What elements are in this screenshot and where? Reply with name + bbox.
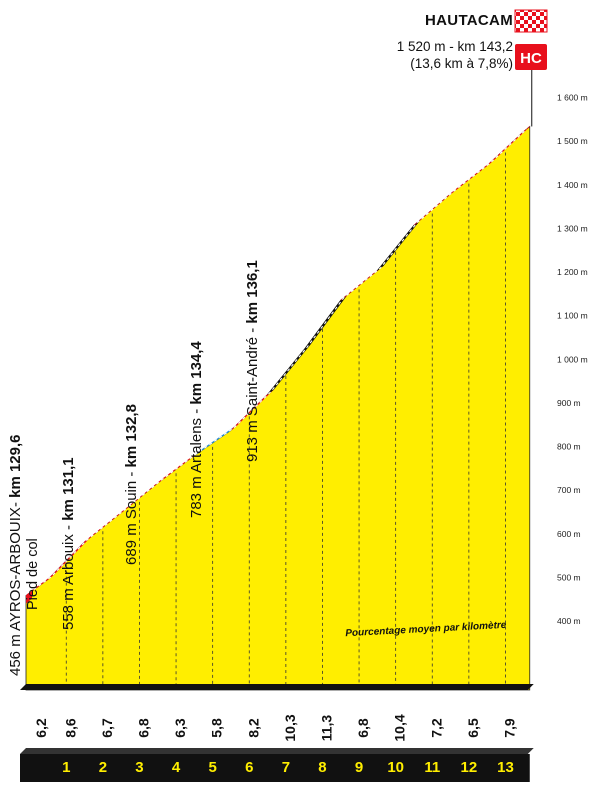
km-marker-label: 6 [245, 759, 253, 776]
gradient-label: 6,5 [465, 718, 481, 738]
km-marker-label: 12 [461, 759, 478, 776]
km-marker-label: 1 [62, 759, 70, 776]
waypoint-label: 558 m Arbouix - km 131,1 [60, 457, 77, 630]
y-tick-label: 400 m [557, 616, 581, 626]
km-marker-label: 8 [318, 759, 326, 776]
y-tick-label: 1 200 m [557, 267, 588, 277]
y-tick-label: 1 500 m [557, 136, 588, 146]
gradient-band-top [20, 684, 534, 690]
km-band-top [20, 748, 534, 754]
y-tick-label: 1 100 m [557, 311, 588, 321]
waypoint-km: km 132,8 [123, 404, 140, 467]
hc-category-label: HC [520, 50, 542, 67]
waypoint-label: 689 m Souin - km 132,8 [123, 404, 140, 565]
y-tick-label: 500 m [557, 572, 581, 582]
gradient-label: 6,8 [355, 718, 371, 738]
waypoint-label: 456 m AYROS-ARBOUIX- km 129,6 [7, 435, 24, 677]
gradient-label: 7,2 [428, 718, 444, 738]
profile-center-line [28, 128, 528, 594]
finish-flag-icon [514, 9, 548, 33]
waypoint-km: km 136,1 [244, 260, 261, 323]
waypoint-name: 689 m Souin - [123, 467, 140, 565]
km-marker-label: 9 [355, 759, 363, 776]
km-marker-label: 3 [135, 759, 143, 776]
waypoint-name: 558 m Arbouix - [60, 521, 77, 630]
summit-altitude-km: 1 520 m - km 143,2 [396, 39, 513, 54]
km-marker-label: 4 [172, 759, 181, 776]
y-tick-label: 1 400 m [557, 180, 588, 190]
km-marker-label: 5 [208, 759, 216, 776]
summit-climb-stats: (13,6 km à 7,8%) [410, 56, 513, 71]
km-marker-label: 10 [387, 759, 404, 776]
km-marker-label: 7 [282, 759, 290, 776]
waypoint-km: km 131,1 [60, 457, 77, 520]
gradient-label: 5,8 [209, 718, 225, 738]
summit-name: HAUTACAM [425, 12, 513, 29]
km-marker-label: 13 [497, 759, 514, 776]
km-band [20, 754, 530, 782]
waypoint-name: 783 m Artalens - [188, 405, 205, 518]
waypoint-sublabel: Pied de col [25, 538, 41, 610]
km-marker-label: 2 [99, 759, 107, 776]
gradient-label: 11,3 [318, 715, 334, 742]
y-tick-label: 800 m [557, 442, 581, 452]
hc-badge [515, 44, 547, 70]
summit-details: 1 520 m - km 143,2 (13,6 km à 7,8%) [397, 38, 513, 72]
waypoint-km: km 134,4 [188, 341, 205, 405]
gradient-label: 10,3 [282, 714, 298, 741]
profile-start-edge [26, 590, 32, 604]
y-tick-label: 700 m [557, 485, 581, 495]
gradient-label: 6,3 [172, 718, 188, 738]
profile-fill [25, 125, 531, 691]
y-tick-label: 1 000 m [557, 354, 588, 364]
waypoint-name: 456 m AYROS-ARBOUIX- [7, 498, 24, 676]
y-tick-label: 600 m [557, 529, 581, 539]
waypoint-label: 913 m Saint-André - km 136,1 [244, 260, 261, 462]
y-tick-label: 900 m [557, 398, 581, 408]
gradient-label: 8,6 [62, 718, 78, 738]
gradient-label: 6,7 [99, 718, 115, 738]
gradient-label: 10,4 [392, 714, 408, 741]
km-marker-label: 11 [424, 759, 440, 776]
waypoint-label: 783 m Artalens - km 134,4 [188, 341, 205, 518]
y-tick-label: 1 300 m [557, 223, 588, 233]
waypoint-km: km 129,6 [7, 435, 24, 498]
y-tick-label: 1 600 m [557, 93, 588, 103]
gradient-label: 6,2 [33, 718, 49, 738]
gradient-label: 7,9 [501, 718, 517, 738]
gradient-label: 8,2 [245, 718, 261, 738]
waypoint-name: 913 m Saint-André - [244, 324, 261, 462]
gradient-label: 6,8 [135, 718, 151, 738]
